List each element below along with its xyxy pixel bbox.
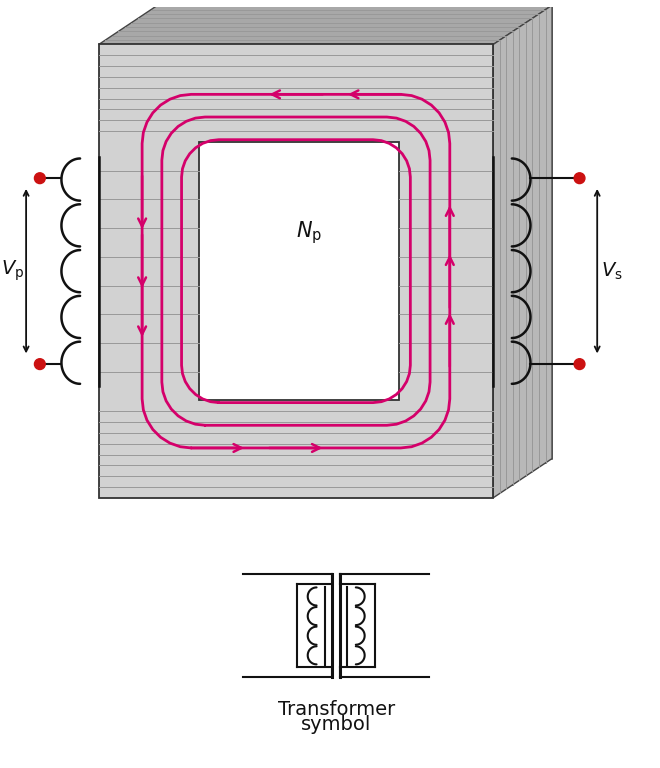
Circle shape — [574, 173, 585, 184]
Polygon shape — [151, 9, 546, 463]
Circle shape — [34, 173, 46, 184]
Text: $V_\mathrm{s}$: $V_\mathrm{s}$ — [601, 260, 623, 282]
Polygon shape — [105, 40, 500, 494]
Polygon shape — [118, 31, 513, 485]
Polygon shape — [226, 124, 424, 383]
Polygon shape — [238, 116, 438, 374]
Polygon shape — [125, 27, 519, 480]
Polygon shape — [99, 5, 552, 45]
Polygon shape — [145, 14, 539, 467]
Polygon shape — [232, 120, 431, 379]
Circle shape — [34, 359, 46, 369]
Polygon shape — [258, 103, 457, 361]
Circle shape — [574, 359, 585, 369]
Polygon shape — [158, 5, 552, 458]
Text: Transformer: Transformer — [278, 700, 395, 719]
Polygon shape — [138, 18, 533, 472]
Polygon shape — [131, 23, 526, 476]
Text: symbol: symbol — [301, 715, 372, 733]
Polygon shape — [493, 5, 552, 498]
Polygon shape — [99, 45, 493, 498]
Polygon shape — [112, 36, 506, 489]
Polygon shape — [219, 129, 418, 387]
Text: $V_\mathrm{p}$: $V_\mathrm{p}$ — [1, 259, 24, 283]
Text: $N_\mathrm{p}$: $N_\mathrm{p}$ — [296, 219, 322, 246]
Polygon shape — [251, 107, 451, 366]
Polygon shape — [206, 137, 405, 396]
Polygon shape — [199, 103, 457, 142]
Polygon shape — [213, 133, 412, 392]
Polygon shape — [245, 111, 444, 370]
Polygon shape — [399, 103, 457, 400]
Polygon shape — [199, 142, 399, 400]
